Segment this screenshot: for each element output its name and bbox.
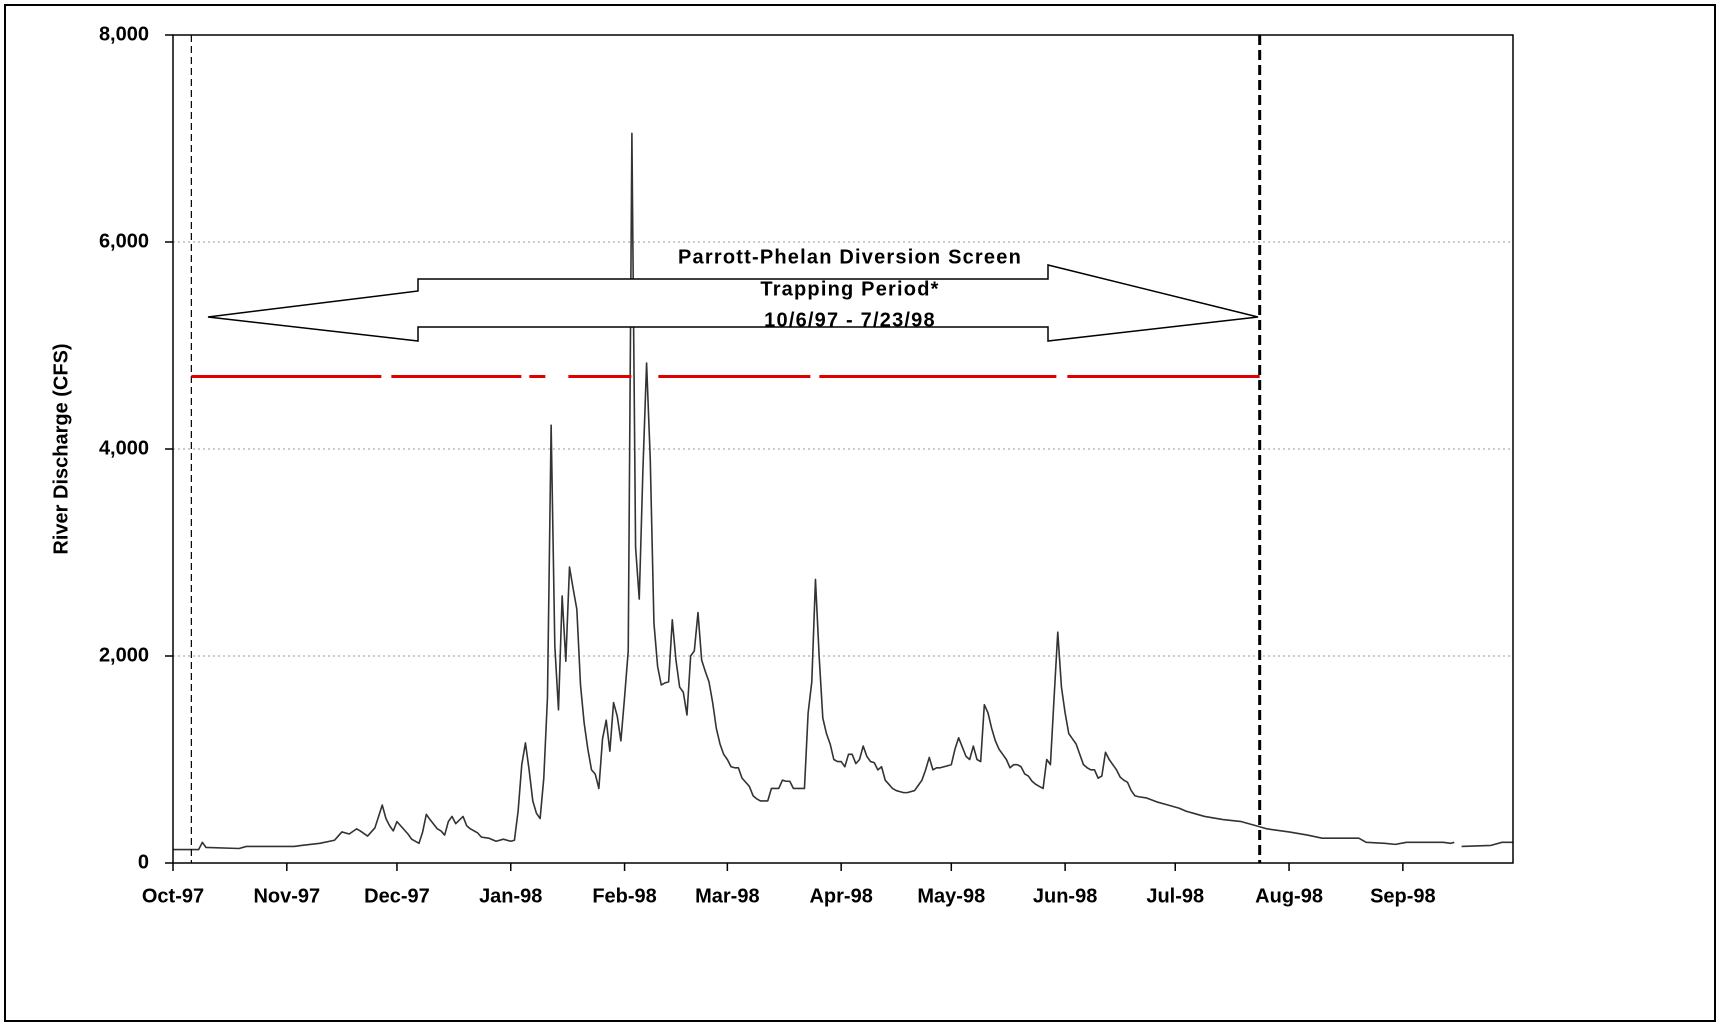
y-tick-label: 6,000 xyxy=(99,230,149,252)
x-tick-label: Oct-97 xyxy=(142,885,204,907)
x-tick-label: Feb-98 xyxy=(592,885,656,907)
x-tick-label: Jun-98 xyxy=(1033,885,1097,907)
annotation: Parrott-Phelan Diversion Screen xyxy=(678,246,1022,268)
y-tick-label: 8,000 xyxy=(99,23,149,45)
period-arrow xyxy=(207,264,1259,342)
discharge-line xyxy=(173,132,1513,851)
annotation: 10/6/97 - 7/23/98 xyxy=(764,309,936,331)
x-tick-label: May-98 xyxy=(917,885,985,907)
page-border xyxy=(4,4,1716,1022)
x-tick-label: Sep-98 xyxy=(1370,885,1436,907)
x-tick-label: Dec-97 xyxy=(364,885,430,907)
x-tick-label: Jan-98 xyxy=(479,885,542,907)
x-tick-label: Nov-97 xyxy=(253,885,320,907)
annotation: Trapping Period* xyxy=(760,278,939,300)
x-tick-label: Jul-98 xyxy=(1146,885,1204,907)
x-tick-label: Mar-98 xyxy=(695,885,759,907)
y-tick-label: 4,000 xyxy=(99,437,149,459)
x-tick-label: Apr-98 xyxy=(809,885,872,907)
x-tick-label: Aug-98 xyxy=(1255,885,1323,907)
y-tick-label: 2,000 xyxy=(99,644,149,666)
plot-area xyxy=(172,34,1514,864)
y-axis-label: River Discharge (CFS) xyxy=(50,343,72,554)
y-tick-label: 0 xyxy=(138,851,149,873)
